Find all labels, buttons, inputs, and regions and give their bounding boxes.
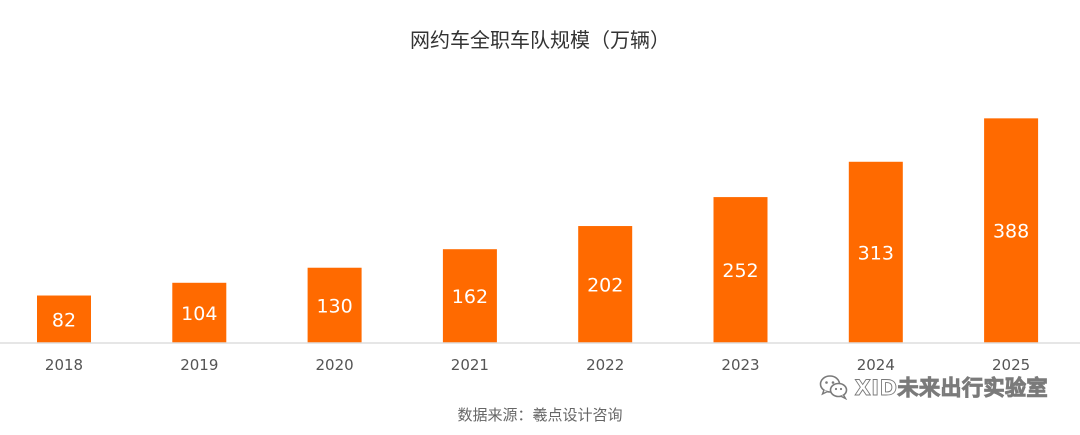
data-source-note: 数据来源：羲点设计咨询: [457, 406, 623, 424]
bar-value-label-2020: 130: [316, 295, 352, 317]
bar-2025: [984, 118, 1039, 344]
x-tick-label-2021: 2021: [451, 356, 489, 374]
bar-value-label-2022: 202: [587, 275, 623, 297]
bar-2021: [442, 249, 497, 343]
bar-value-label-2019: 104: [181, 303, 217, 325]
bar-value-label-2024: 313: [858, 242, 894, 264]
watermark-text: XID未来出行实验室: [854, 376, 1048, 401]
x-tick-label-2023: 2023: [721, 356, 759, 374]
bar-2020: [307, 267, 362, 343]
bar-2019: [172, 282, 227, 343]
x-tick-label-2018: 2018: [45, 356, 83, 374]
bar-value-label-2025: 388: [993, 221, 1029, 243]
x-tick-label-2025: 2025: [992, 356, 1030, 374]
x-tick-label-2019: 2019: [180, 356, 218, 374]
x-tick-label-2020: 2020: [316, 356, 354, 374]
bar-2022: [578, 226, 633, 343]
watermark: XID未来出行实验室: [819, 372, 1048, 402]
chart-title: 网约车全职车队规模（万辆）: [410, 28, 670, 52]
bar-value-label-2023: 252: [722, 260, 758, 282]
x-tick-labels: 2018 2019 2020 2021 2022 2023 2024 2025: [45, 356, 1030, 374]
bar-2023: [713, 197, 768, 343]
bar-value-label-2021: 162: [452, 286, 488, 308]
bars-group: 82 104 130 162 202 252 313 388: [37, 118, 1039, 344]
wechat-icon: [819, 374, 849, 400]
x-tick-label-2022: 2022: [586, 356, 624, 374]
bar-2018: [37, 295, 91, 343]
bar-2024: [848, 161, 903, 343]
bar-value-label-2018: 82: [52, 309, 76, 331]
x-tick-label-2024: 2024: [857, 356, 895, 374]
